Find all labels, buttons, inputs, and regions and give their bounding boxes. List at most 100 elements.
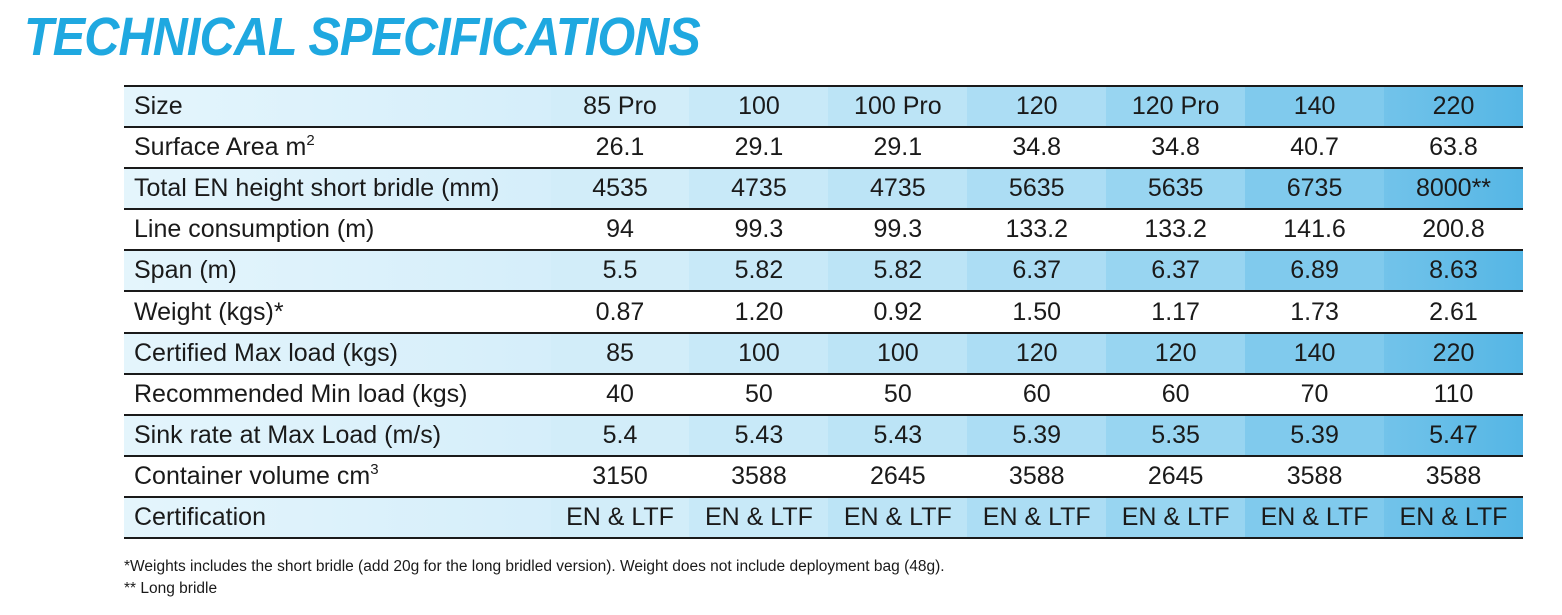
table-cell: 1.17 bbox=[1106, 291, 1246, 334]
table-cell: 5.4 bbox=[550, 414, 690, 457]
table-cell: 2.61 bbox=[1384, 291, 1523, 334]
table-cell: 120 bbox=[1106, 332, 1246, 375]
table-cell: 8000** bbox=[1384, 168, 1523, 211]
table-cell: 85 bbox=[550, 332, 690, 375]
table-cell: 5.5 bbox=[550, 250, 690, 293]
table-row: Line consumption (m) 94 99.3 99.3 133.2 133.2… bbox=[124, 209, 1523, 252]
table-cell: 5.39 bbox=[967, 414, 1107, 457]
table-row: Weight (kgs)* 0.87 1.20 0.92 1.50 1.17 1.73 2.6… bbox=[124, 291, 1523, 334]
row-label-text: Size bbox=[134, 92, 183, 121]
column-header-size: 220 bbox=[1384, 86, 1523, 129]
table-cell: 220 bbox=[1384, 332, 1523, 375]
table-cell: 141.6 bbox=[1245, 209, 1384, 252]
table-cell: 60 bbox=[967, 373, 1107, 416]
row-label-text: Span (m) bbox=[134, 256, 237, 285]
row-label: Certified Max load (kgs) bbox=[124, 332, 551, 375]
table-cell: EN & LTF bbox=[1245, 496, 1384, 540]
table-cell: 3588 bbox=[1245, 455, 1384, 498]
table-cell: 2645 bbox=[1106, 455, 1246, 498]
row-label-text: Line consumption (m) bbox=[134, 215, 375, 244]
spec-table-body: Size 85 Pro 100 100 Pro 120 120 Pro 140 220 Surf… bbox=[124, 86, 1523, 540]
table-cell: 40 bbox=[550, 373, 690, 416]
table-cell: 2645 bbox=[828, 455, 968, 498]
table-row: Certification EN & LTF EN & LTF EN & LTF EN … bbox=[124, 496, 1523, 540]
table-cell: EN & LTF bbox=[1106, 496, 1246, 540]
table-cell: 94 bbox=[550, 209, 690, 252]
row-label-superscript: 2 bbox=[306, 132, 315, 150]
table-cell: 1.50 bbox=[967, 291, 1107, 334]
table-cell: 100 bbox=[689, 332, 829, 375]
table-cell: 3150 bbox=[550, 455, 690, 498]
table-row: Certified Max load (kgs) 85 100 100 120 120 14… bbox=[124, 332, 1523, 375]
footnote-long-bridle: ** Long bridle bbox=[124, 580, 218, 597]
table-cell: 5.43 bbox=[689, 414, 829, 457]
table-cell: 0.92 bbox=[828, 291, 968, 334]
table-cell: 29.1 bbox=[689, 127, 829, 170]
row-label-text: Certified Max load (kgs) bbox=[134, 338, 398, 367]
row-label: Span (m) bbox=[124, 250, 551, 293]
table-cell: 70 bbox=[1245, 373, 1384, 416]
table-row: Total EN height short bridle (mm) 4535 473… bbox=[124, 168, 1523, 211]
row-label: Total EN height short bridle (mm) bbox=[124, 168, 551, 211]
table-cell: 34.8 bbox=[967, 127, 1107, 170]
row-label: Certification bbox=[124, 496, 551, 540]
table-row: Sink rate at Max Load (m/s) 5.4 5.43 5.43 5.… bbox=[124, 414, 1523, 457]
table-cell: 0.87 bbox=[550, 291, 690, 334]
column-header-size: 140 bbox=[1245, 86, 1384, 129]
table-cell: 110 bbox=[1384, 373, 1523, 416]
table-cell: 133.2 bbox=[967, 209, 1107, 252]
column-header-size: 100 bbox=[689, 86, 829, 129]
row-label: Line consumption (m) bbox=[124, 209, 551, 252]
table-cell: EN & LTF bbox=[828, 496, 968, 540]
table-cell: 200.8 bbox=[1384, 209, 1523, 252]
footnotes: *Weights includes the short bridle (add … bbox=[124, 556, 945, 600]
table-cell: 6735 bbox=[1245, 168, 1384, 211]
table-cell: 40.7 bbox=[1245, 127, 1384, 170]
table-cell: 6.89 bbox=[1245, 250, 1384, 293]
row-label-text: Sink rate at Max Load (m/s) bbox=[134, 420, 442, 449]
table-cell: 4735 bbox=[828, 168, 968, 211]
column-header-size: 120 bbox=[967, 86, 1107, 129]
table-cell: 8.63 bbox=[1384, 250, 1523, 293]
row-label: Container volume cm3 bbox=[124, 455, 551, 498]
table-cell: 99.3 bbox=[828, 209, 968, 252]
footnote-weight: *Weights includes the short bridle (add … bbox=[124, 558, 945, 575]
table-cell: 133.2 bbox=[1106, 209, 1246, 252]
table-cell: 6.37 bbox=[1106, 250, 1246, 293]
table-cell: EN & LTF bbox=[550, 496, 690, 540]
table-cell: 5.47 bbox=[1384, 414, 1523, 457]
table-cell: 3588 bbox=[689, 455, 829, 498]
table-cell: 1.73 bbox=[1245, 291, 1384, 334]
page-title: TECHNICAL SPECIFICATIONS bbox=[24, 7, 701, 67]
table-cell: 4535 bbox=[550, 168, 690, 211]
table-cell: 140 bbox=[1245, 332, 1384, 375]
column-header-size: 85 Pro bbox=[550, 86, 690, 129]
table-cell: 5.82 bbox=[828, 250, 968, 293]
table-cell: 29.1 bbox=[828, 127, 968, 170]
table-cell: 63.8 bbox=[1384, 127, 1523, 170]
table-cell: 120 bbox=[967, 332, 1107, 375]
row-label-text: Total EN height short bridle (mm) bbox=[134, 174, 500, 203]
table-cell: 50 bbox=[689, 373, 829, 416]
spec-table: Size 85 Pro 100 100 Pro 120 120 Pro 140 220 Surf… bbox=[124, 85, 1523, 540]
row-label: Weight (kgs)* bbox=[124, 291, 551, 334]
table-cell: 5.35 bbox=[1106, 414, 1246, 457]
row-label-text: Recommended Min load (kgs) bbox=[134, 379, 468, 408]
table-cell: 26.1 bbox=[550, 127, 690, 170]
table-cell: 5.43 bbox=[828, 414, 968, 457]
table-row: Container volume cm3 3150 3588 2645 3588 2645… bbox=[124, 455, 1523, 498]
table-cell: 3588 bbox=[1384, 455, 1523, 498]
table-cell: 4735 bbox=[689, 168, 829, 211]
table-cell: 3588 bbox=[967, 455, 1107, 498]
table-header-row: Size 85 Pro 100 100 Pro 120 120 Pro 140 220 bbox=[124, 86, 1523, 129]
row-label: Sink rate at Max Load (m/s) bbox=[124, 414, 551, 457]
row-label-text: Surface Area m bbox=[134, 133, 307, 162]
row-label-text: Certification bbox=[134, 502, 266, 531]
table-row: Surface Area m2 26.1 29.1 29.1 34.8 34.8 40.7 6… bbox=[124, 127, 1523, 170]
column-header-size: 100 Pro bbox=[828, 86, 968, 129]
table-cell: 5635 bbox=[1106, 168, 1246, 211]
column-header-size: 120 Pro bbox=[1106, 86, 1246, 129]
table-row: Span (m) 5.5 5.82 5.82 6.37 6.37 6.89 8.63 bbox=[124, 250, 1523, 293]
table-cell: 60 bbox=[1106, 373, 1246, 416]
table-cell: EN & LTF bbox=[967, 496, 1107, 540]
